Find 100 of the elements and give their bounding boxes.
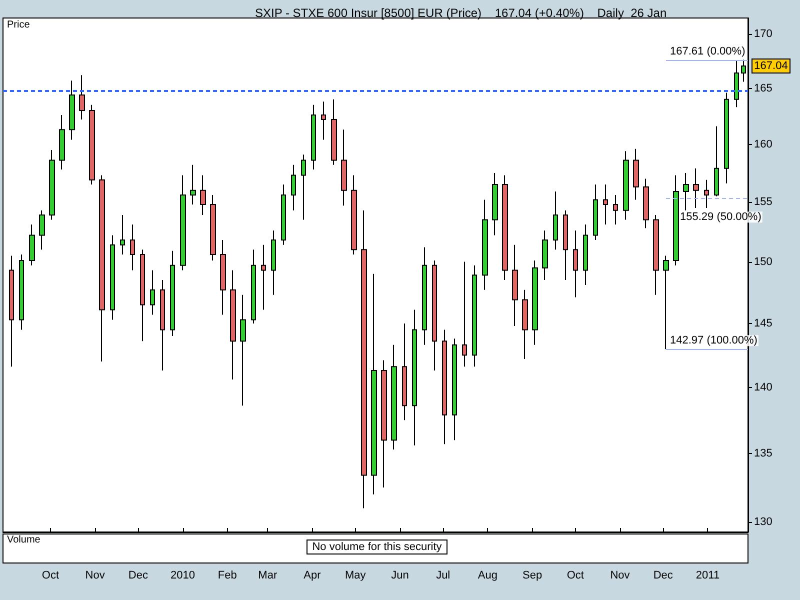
candlestick <box>140 249 145 342</box>
candlestick <box>613 194 618 226</box>
candlestick <box>120 214 125 255</box>
candlestick <box>89 104 95 186</box>
x-tick-label: Nov <box>610 570 630 582</box>
candlestick <box>633 148 639 200</box>
candlestick <box>673 174 679 266</box>
candlestick <box>321 101 326 140</box>
candlestick <box>472 264 477 368</box>
candlestick <box>502 174 508 281</box>
x-tick-label: Jul <box>436 570 450 582</box>
candlestick <box>371 273 377 495</box>
y-tick-label: 145 <box>754 317 772 330</box>
candlestick <box>271 230 276 296</box>
candlestick <box>512 244 518 326</box>
x-tick-label: Apr <box>304 570 322 582</box>
candlestick <box>170 250 175 337</box>
candlestick <box>542 230 548 281</box>
ref-line-label: 167.61 (0.00%) <box>670 45 746 58</box>
candlestick <box>643 178 649 229</box>
candlestick <box>160 280 165 371</box>
y-axis-title: Price <box>7 20 30 30</box>
chart-title: SXIP - STXE 600 Insur [8500] EUR (Price) 167.04 (+0.40%) Daily 26 Jan <box>255 6 667 20</box>
candlestick <box>19 254 24 330</box>
candlestick <box>653 214 659 296</box>
candlestick <box>492 172 498 236</box>
text: Volume <box>7 534 41 546</box>
candlestick <box>522 289 528 360</box>
candlestick <box>422 246 427 346</box>
candlestick <box>9 255 14 368</box>
candlestick <box>251 249 256 324</box>
y-tick-label: 135 <box>754 447 772 460</box>
candlestick <box>49 150 55 220</box>
x-tick-label: May <box>344 570 366 582</box>
candlestick <box>452 338 457 441</box>
candlestick <box>361 210 367 509</box>
x-tick-label: Nov <box>85 570 106 582</box>
candlestick <box>462 261 467 368</box>
candlestick <box>442 329 447 445</box>
candlestick <box>683 172 689 211</box>
x-tick-label: Dec <box>653 570 674 582</box>
candlestick <box>230 270 236 380</box>
y-tick-label: 140 <box>754 381 772 394</box>
candlestick <box>99 174 105 362</box>
candlestick <box>39 210 45 250</box>
x-tick-label: Oct <box>566 570 584 582</box>
candlestick <box>200 174 206 216</box>
candlestick <box>623 150 629 220</box>
y-tick-label: 130 <box>754 516 772 528</box>
candlestick <box>331 98 337 166</box>
candlestick <box>59 114 65 170</box>
text: No volume for this security <box>312 541 442 553</box>
candlestick <box>663 255 669 350</box>
candlestick <box>573 230 578 298</box>
candlestick <box>220 240 226 316</box>
ref-line-label: 142.97 (100.00%) <box>670 334 758 347</box>
candlestick <box>714 126 719 197</box>
y-tick-label: 150 <box>754 256 772 268</box>
candlestick <box>311 104 316 170</box>
candlestick <box>391 344 397 450</box>
candlestick <box>412 309 417 446</box>
y-tick-label: 160 <box>754 138 772 150</box>
x-tick-label: Feb <box>218 570 237 582</box>
x-tick-label: Oct <box>42 570 60 582</box>
x-tick-label: 2011 <box>696 570 720 582</box>
candlestick <box>110 234 115 320</box>
candlestick <box>603 184 608 226</box>
candlestick <box>210 194 216 262</box>
candlestick <box>593 184 598 241</box>
x-tick-label: Mar <box>258 570 278 582</box>
candlestick <box>351 174 357 255</box>
candlestick <box>301 154 306 220</box>
candlestick <box>261 244 266 310</box>
candlestick <box>532 260 538 346</box>
candlestick <box>724 92 729 184</box>
candlestick <box>734 60 739 108</box>
candlestick <box>563 210 568 281</box>
candlestick <box>240 294 246 406</box>
x-tick-label: Aug <box>478 570 498 582</box>
y-tick-label: 170 <box>754 28 772 40</box>
text: 167.04 <box>754 60 788 72</box>
candlestick <box>190 164 196 205</box>
candlestick <box>381 360 387 488</box>
candlestick <box>583 224 588 286</box>
x-tick-label: Jun <box>391 570 409 582</box>
candlestick <box>69 80 75 140</box>
ref-line-label: 155.29 (50.00%) <box>680 211 762 224</box>
candlestick <box>291 164 296 211</box>
candlestick <box>281 184 286 246</box>
x-tick-label: Dec <box>128 570 148 582</box>
candlestick <box>693 168 699 208</box>
candlestick <box>482 199 488 290</box>
candlestick <box>130 224 135 271</box>
candlestick <box>150 270 155 316</box>
x-tick-label: Sep <box>522 570 542 582</box>
candlestick <box>341 129 347 206</box>
candlestick <box>180 174 186 271</box>
candlestick <box>704 179 709 208</box>
y-tick-label: 165 <box>754 82 772 94</box>
x-tick-label: 2010 <box>170 570 196 582</box>
